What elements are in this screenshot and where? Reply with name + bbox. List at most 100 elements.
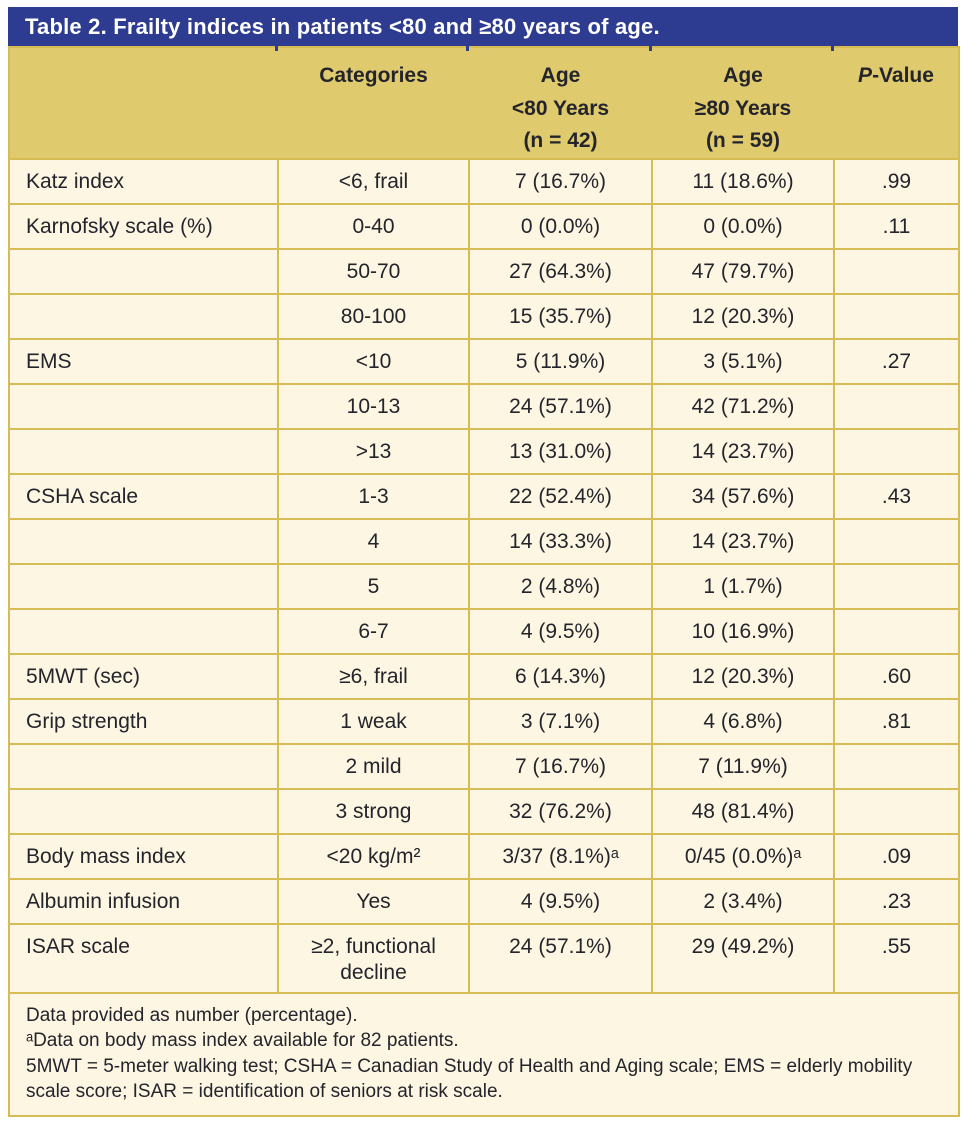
row-pvalue (833, 742, 960, 790)
row-pvalue: .55 (833, 922, 960, 995)
column-tick (649, 46, 652, 51)
row-value-age-ge80: 48 (81.4%) (651, 787, 835, 835)
header-age-ge80: Age ≥80 Years (n = 59) (652, 47, 834, 159)
table-title: Table 2. Frailty indices in patients <80… (25, 13, 660, 39)
row-label: 5MWT (sec) (8, 652, 279, 700)
row-value-age-ge80: 11 (18.6%) (651, 157, 835, 205)
column-tick (831, 46, 834, 51)
row-category: ≥6, frail (277, 652, 470, 700)
row-value-age-ge80: 1 (1.7%) (651, 562, 835, 610)
row-pvalue: .43 (833, 472, 960, 520)
row-pvalue (833, 292, 960, 340)
row-label: Karnofsky scale (%) (8, 202, 279, 250)
row-category: Yes (277, 877, 470, 925)
table-row: 2 mild 7 (16.7%) 7 (11.9%) (8, 742, 960, 790)
row-value-age-ge80: 10 (16.9%) (651, 607, 835, 655)
row-value-age-ge80: 4 (6.8%) (651, 697, 835, 745)
footnotes-cell: Data provided as number (percentage). ᵃD… (8, 992, 960, 1118)
table-row: Grip strength 1 weak 3 (7.1%) 4 (6.8%) .… (8, 697, 960, 745)
row-value-age-lt80: 3 (7.1%) (468, 697, 653, 745)
row-label: Albumin infusion (8, 877, 279, 925)
row-category: 1-3 (277, 472, 470, 520)
row-pvalue (833, 247, 960, 295)
table-row: 5MWT (sec) ≥6, frail 6 (14.3%) 12 (20.3%… (8, 652, 960, 700)
table-row: >13 13 (31.0%) 14 (23.7%) (8, 427, 960, 475)
row-value-age-ge80: 42 (71.2%) (651, 382, 835, 430)
row-category: 3 strong (277, 787, 470, 835)
row-label (8, 427, 279, 475)
row-label (8, 787, 279, 835)
frailty-indices-table: Categories Age <80 Years (n = 42) Age ≥8… (8, 46, 960, 1118)
row-category: 80-100 (277, 292, 470, 340)
row-value-age-lt80: 7 (16.7%) (468, 157, 653, 205)
row-value-age-lt80: 32 (76.2%) (468, 787, 653, 835)
table-row: 6-7 4 (9.5%) 10 (16.9%) (8, 607, 960, 655)
row-value-age-ge80: 0 (0.0%) (651, 202, 835, 250)
row-value-age-lt80: 4 (9.5%) (468, 607, 653, 655)
header-row: Categories Age <80 Years (n = 42) Age ≥8… (9, 47, 959, 159)
table-row: Karnofsky scale (%) 0-40 0 (0.0%) 0 (0.0… (8, 202, 960, 250)
row-label: Katz index (8, 157, 279, 205)
row-value-age-lt80: 6 (14.3%) (468, 652, 653, 700)
row-value-age-lt80: 15 (35.7%) (468, 292, 653, 340)
row-category: >13 (277, 427, 470, 475)
table-wrap: Categories Age <80 Years (n = 42) Age ≥8… (8, 46, 960, 1118)
row-pvalue: .60 (833, 652, 960, 700)
row-label (8, 607, 279, 655)
row-category: 5 (277, 562, 470, 610)
row-pvalue: .11 (833, 202, 960, 250)
header-categories: Categories (278, 47, 469, 159)
row-value-age-lt80: 24 (57.1%) (468, 922, 653, 995)
row-pvalue (833, 517, 960, 565)
row-pvalue: .27 (833, 337, 960, 385)
table-body: Katz index <6, frail 7 (16.7%) 11 (18.6%… (8, 157, 960, 995)
row-pvalue (833, 382, 960, 430)
row-category: 0-40 (277, 202, 470, 250)
table-row: Body mass index <20 kg/m² 3/37 (8.1%)ᵃ 0… (8, 832, 960, 880)
pvalue-rest: -Value (872, 64, 934, 87)
row-label: CSHA scale (8, 472, 279, 520)
row-pvalue: .09 (833, 832, 960, 880)
row-value-age-ge80: 12 (20.3%) (651, 652, 835, 700)
table-row: ISAR scale ≥2, functional decline 24 (57… (8, 922, 960, 995)
row-category: 50-70 (277, 247, 470, 295)
row-value-age-lt80: 7 (16.7%) (468, 742, 653, 790)
row-value-age-ge80: 34 (57.6%) (651, 472, 835, 520)
table-row: 50-70 27 (64.3%) 47 (79.7%) (8, 247, 960, 295)
row-pvalue (833, 562, 960, 610)
row-value-age-ge80: 14 (23.7%) (651, 517, 835, 565)
row-category: 6-7 (277, 607, 470, 655)
header-empty (9, 47, 278, 159)
row-value-age-ge80: 14 (23.7%) (651, 427, 835, 475)
row-value-age-ge80: 47 (79.7%) (651, 247, 835, 295)
row-value-age-lt80: 24 (57.1%) (468, 382, 653, 430)
row-value-age-ge80: 7 (11.9%) (651, 742, 835, 790)
row-category: ≥2, functional decline (277, 922, 470, 995)
row-label: EMS (8, 337, 279, 385)
row-pvalue: .81 (833, 697, 960, 745)
row-category: 2 mild (277, 742, 470, 790)
row-value-age-lt80: 27 (64.3%) (468, 247, 653, 295)
row-label (8, 742, 279, 790)
row-category: 4 (277, 517, 470, 565)
row-pvalue (833, 607, 960, 655)
column-tick (275, 46, 278, 51)
footnote-data-format: Data provided as number (percentage). (26, 1005, 358, 1027)
header-pvalue: P-Value (834, 47, 959, 159)
row-value-age-lt80: 0 (0.0%) (468, 202, 653, 250)
row-value-age-ge80: 12 (20.3%) (651, 292, 835, 340)
table-row: 80-100 15 (35.7%) 12 (20.3%) (8, 292, 960, 340)
row-label (8, 247, 279, 295)
row-label (8, 292, 279, 340)
row-pvalue: .23 (833, 877, 960, 925)
row-label (8, 517, 279, 565)
table-row: 5 2 (4.8%) 1 (1.7%) (8, 562, 960, 610)
row-label: Body mass index (8, 832, 279, 880)
row-value-age-lt80: 4 (9.5%) (468, 877, 653, 925)
row-value-age-lt80: 22 (52.4%) (468, 472, 653, 520)
row-value-age-ge80: 2 (3.4%) (651, 877, 835, 925)
row-value-age-lt80: 13 (31.0%) (468, 427, 653, 475)
table-row: 10-13 24 (57.1%) 42 (71.2%) (8, 382, 960, 430)
table-row: Albumin infusion Yes 4 (9.5%) 2 (3.4%) .… (8, 877, 960, 925)
table-title-bar: Table 2. Frailty indices in patients <80… (8, 7, 958, 46)
